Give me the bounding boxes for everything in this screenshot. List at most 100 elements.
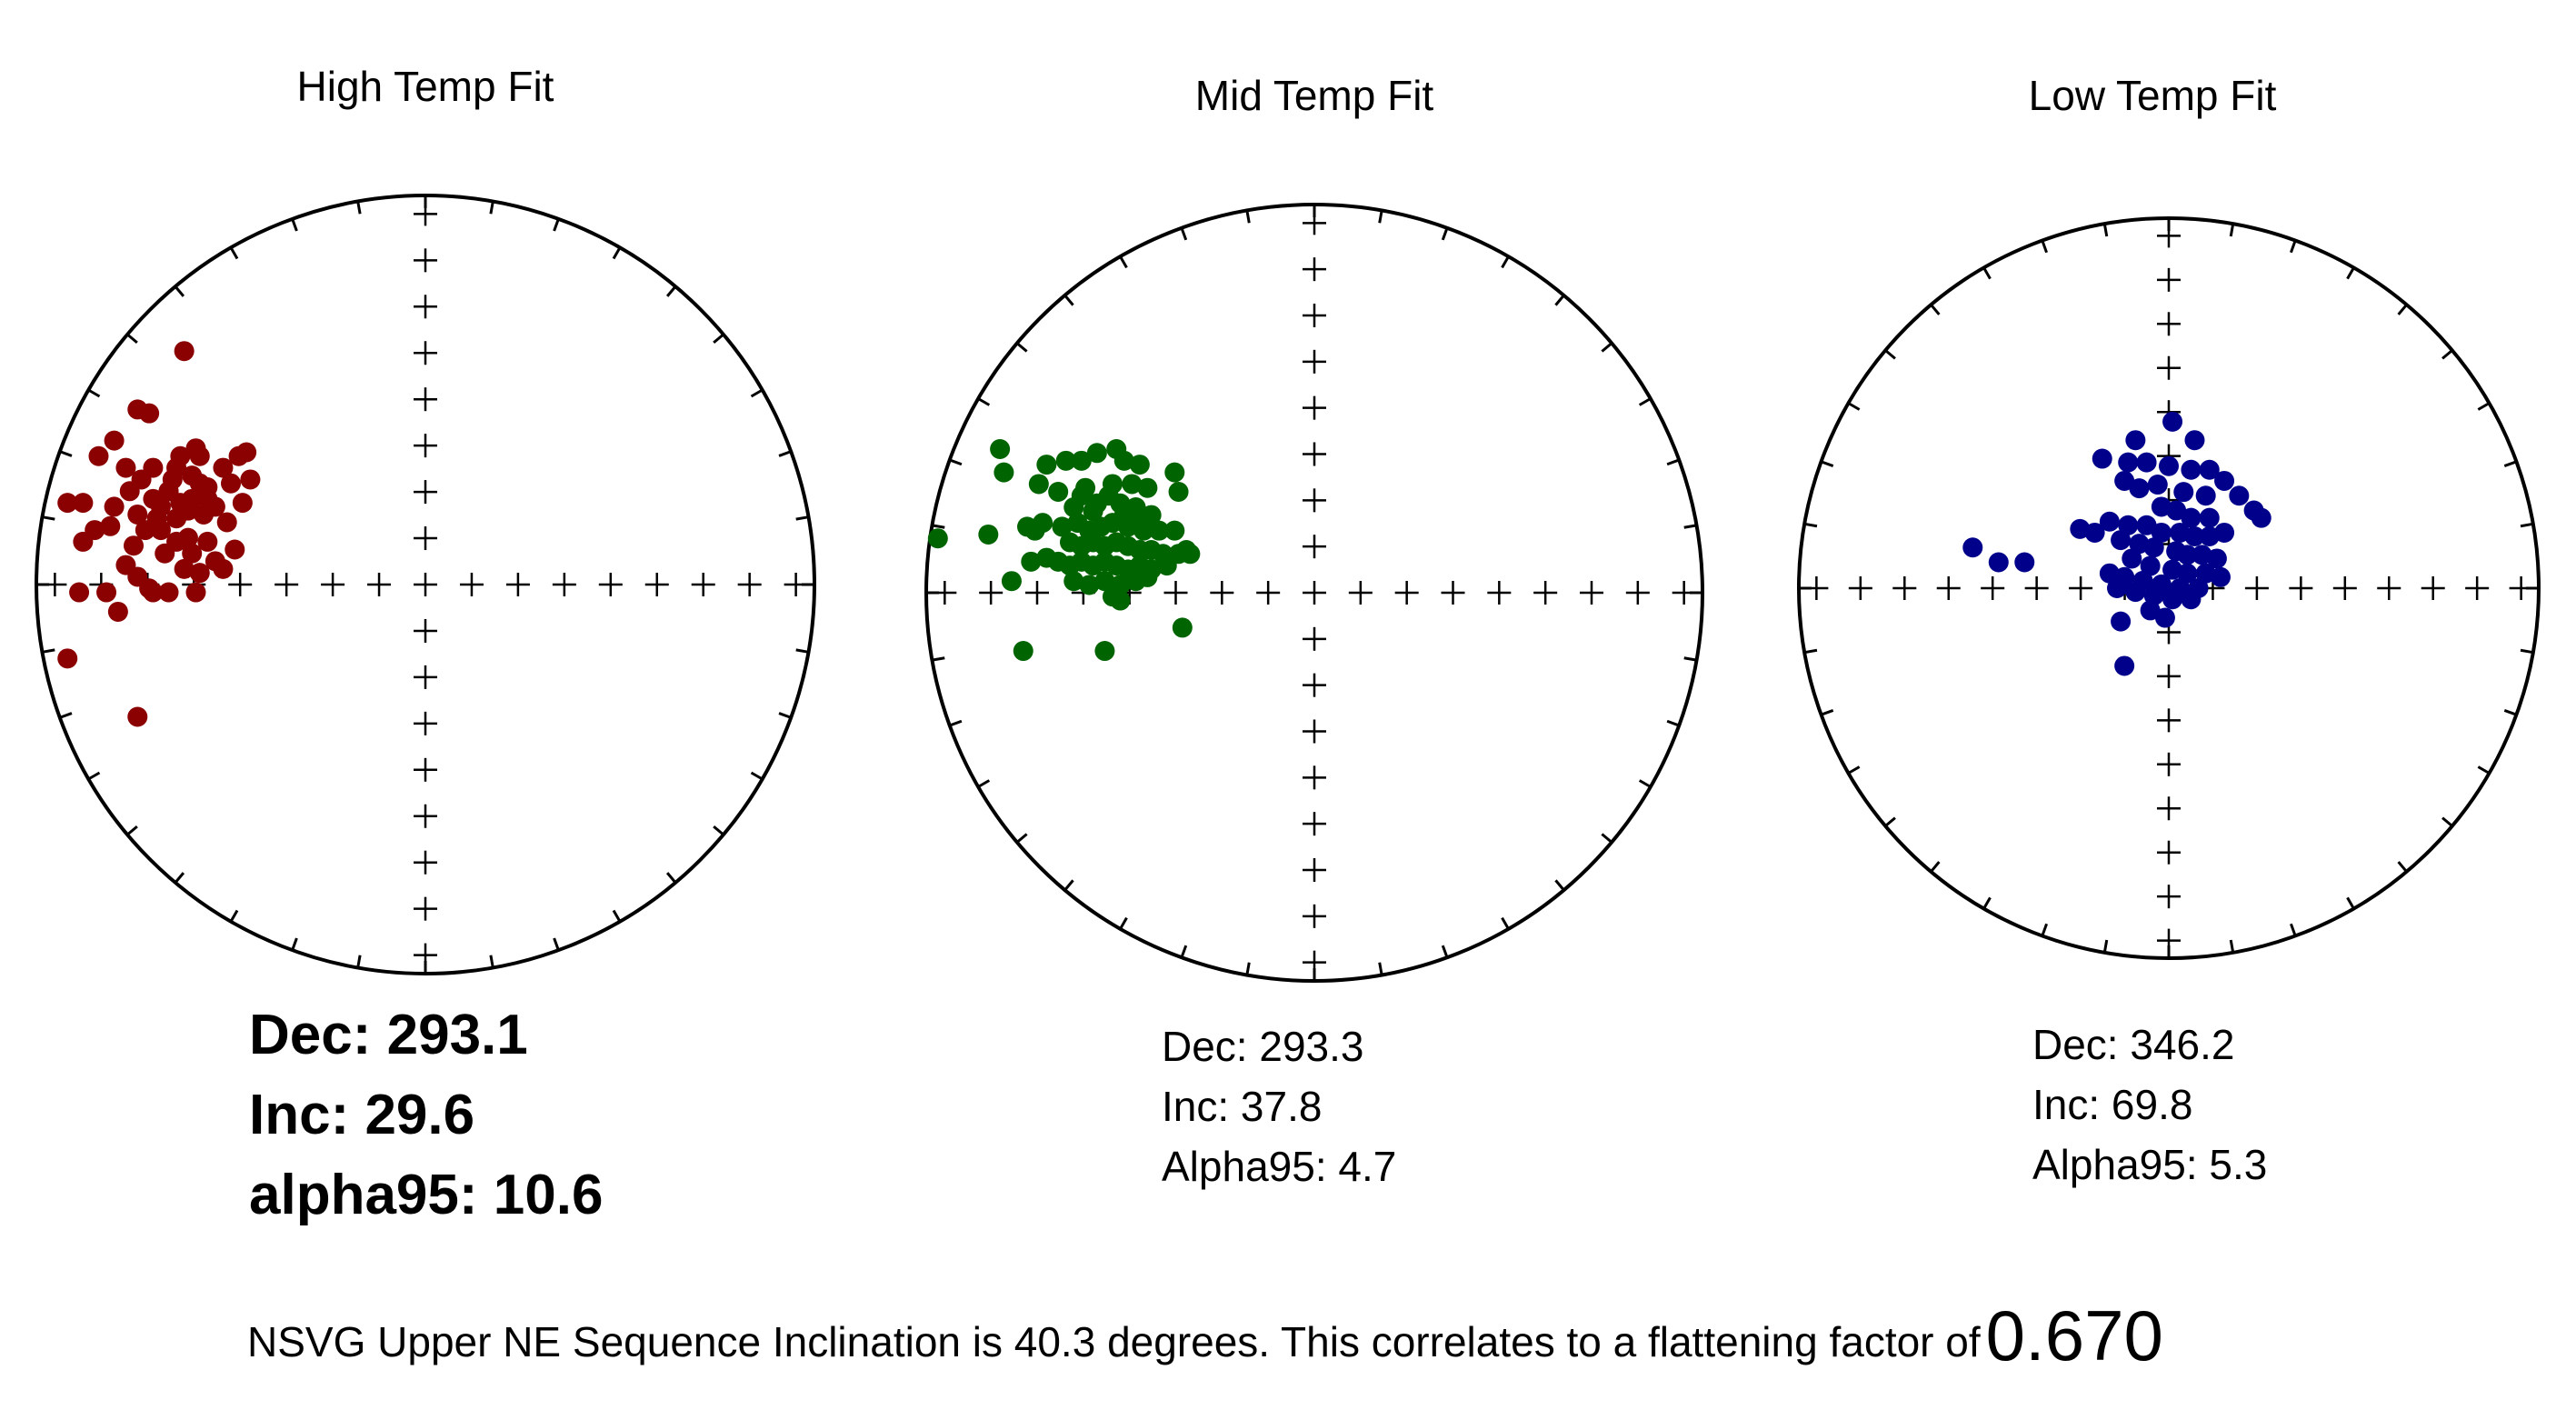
data-point xyxy=(1086,443,1107,464)
data-point xyxy=(1017,516,1038,537)
rim-tick xyxy=(1982,896,1992,910)
data-point xyxy=(146,508,167,529)
data-point xyxy=(236,442,257,463)
data-point xyxy=(2140,600,2161,621)
data-point xyxy=(213,558,234,579)
data-point xyxy=(182,543,203,564)
flattening-factor-value: 0.670 xyxy=(1985,1295,2163,1375)
rim-tick xyxy=(2346,266,2355,280)
rim-tick xyxy=(1847,765,1861,775)
data-point xyxy=(2214,522,2235,543)
rim-tick xyxy=(2397,304,2408,315)
rim-tick xyxy=(42,648,55,654)
rim-tick xyxy=(1982,266,1992,280)
rim-tick xyxy=(612,909,622,923)
rim-tick xyxy=(612,246,622,260)
data-point xyxy=(2162,411,2183,432)
inclination-label: Inc: 37.8 xyxy=(1162,1083,1323,1130)
fit-statistics: Dec: 346.2 Inc: 69.8 Alpha95: 5.3 xyxy=(2032,1015,2267,1195)
rim-tick xyxy=(1063,294,1074,306)
data-point xyxy=(1028,474,1049,495)
rim-tick xyxy=(1803,648,1818,655)
data-point xyxy=(57,493,78,514)
rim-tick xyxy=(2229,939,2235,954)
rim-tick xyxy=(356,201,362,215)
data-point xyxy=(158,582,179,603)
data-point xyxy=(1137,477,1158,498)
data-point xyxy=(2125,582,2146,603)
data-point xyxy=(990,439,1011,460)
rim-tick xyxy=(1378,210,1383,224)
rim-tick xyxy=(126,825,138,836)
rim-tick xyxy=(1015,342,1028,353)
data-point xyxy=(2214,470,2235,491)
data-point xyxy=(2199,507,2220,528)
panel-title: Low Temp Fit xyxy=(2028,72,2277,119)
rim-tick xyxy=(174,285,185,297)
data-point xyxy=(1094,641,1115,662)
rim-tick xyxy=(1015,833,1028,844)
data-point xyxy=(1149,520,1170,541)
data-point xyxy=(213,457,234,478)
declination-label: Dec: 293.3 xyxy=(1162,1023,1364,1070)
rim-tick xyxy=(2102,223,2109,237)
alpha95-label: alpha95: 10.6 xyxy=(249,1164,604,1226)
data-point xyxy=(1094,571,1115,592)
rim-tick xyxy=(2520,648,2534,655)
rim-tick xyxy=(2041,923,2048,936)
declination-label: Dec: 293.1 xyxy=(249,1004,528,1066)
rim-tick xyxy=(1180,945,1188,958)
data-point xyxy=(1110,590,1131,611)
rim-tick xyxy=(665,285,677,297)
data-point xyxy=(2014,552,2035,573)
rim-tick xyxy=(1601,342,1613,353)
data-point xyxy=(2199,459,2220,480)
rim-tick xyxy=(291,937,298,951)
rim-tick xyxy=(2441,349,2453,360)
data-point xyxy=(124,535,144,556)
data-point xyxy=(2084,522,2105,543)
rim-tick xyxy=(1683,524,1697,529)
rim-tick xyxy=(553,218,560,232)
alpha95-label: Alpha95: 4.7 xyxy=(1162,1143,1397,1190)
rim-tick xyxy=(2290,923,2297,936)
rim-tick xyxy=(1119,255,1128,269)
declination-label: Dec: 346.2 xyxy=(2032,1021,2235,1068)
data-point xyxy=(166,457,187,478)
rim-tick xyxy=(1930,304,1941,315)
data-point xyxy=(2114,655,2135,676)
data-point xyxy=(139,403,160,424)
data-point xyxy=(2136,515,2157,535)
rim-tick xyxy=(489,955,494,968)
stereonet-plot xyxy=(1797,216,2541,960)
stereonet-plot xyxy=(35,194,816,975)
data-point xyxy=(96,582,117,603)
rim-tick xyxy=(2397,861,2408,873)
data-point xyxy=(2210,566,2231,587)
rim-tick xyxy=(1554,879,1565,892)
data-point xyxy=(1052,516,1073,537)
data-point xyxy=(73,493,94,514)
data-point xyxy=(1001,571,1022,592)
rim-tick xyxy=(977,779,991,788)
data-point xyxy=(177,527,198,548)
rim-tick xyxy=(1666,719,1680,727)
panel-title: Mid Temp Fit xyxy=(1194,72,1434,119)
data-point xyxy=(978,524,999,545)
panel-title: High Temp Fit xyxy=(296,63,554,110)
rim-tick xyxy=(1441,227,1449,241)
data-point xyxy=(143,457,164,478)
data-point xyxy=(143,582,164,603)
rim-tick xyxy=(1180,227,1188,241)
data-point xyxy=(107,601,128,622)
rim-tick xyxy=(1063,879,1074,892)
data-point xyxy=(2107,578,2128,598)
data-point xyxy=(2154,607,2175,628)
rim-tick xyxy=(2503,709,2517,716)
rim-tick xyxy=(1501,255,1510,269)
rim-tick xyxy=(2477,402,2491,411)
data-point xyxy=(2114,470,2135,491)
data-point xyxy=(104,430,125,451)
rim-tick xyxy=(229,909,239,923)
data-point xyxy=(1125,508,1146,529)
